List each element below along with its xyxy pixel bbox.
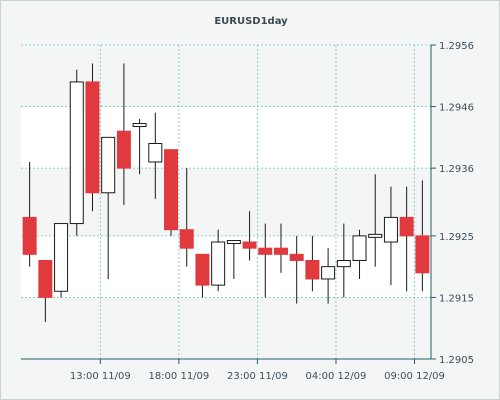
candle-body-down <box>179 229 194 249</box>
candle <box>226 240 241 279</box>
candle <box>54 223 69 298</box>
candle-body-up <box>352 235 367 261</box>
candle-body-down <box>22 216 37 255</box>
candle <box>148 112 163 199</box>
candle <box>195 253 210 298</box>
candle <box>211 229 226 292</box>
candle <box>242 211 257 261</box>
candle-body-down <box>38 259 53 298</box>
candle <box>258 223 273 298</box>
candle-body-down <box>258 247 273 255</box>
x-tick-label: 13:00 11/09 <box>70 371 131 382</box>
candle <box>101 136 116 279</box>
background-bands <box>21 45 431 359</box>
candle-body-up <box>226 240 241 245</box>
candle-body-up <box>211 241 226 286</box>
candle <box>368 174 383 267</box>
plot-band <box>21 235 431 298</box>
candle-body-up <box>383 216 398 243</box>
candle <box>164 149 179 236</box>
candle <box>22 161 37 267</box>
candle <box>179 168 194 267</box>
axes <box>21 44 436 364</box>
candle <box>132 118 147 175</box>
candle <box>85 63 100 212</box>
x-axis-labels: 13:00 11/09 18:00 11/09 23:00 11/09 04:00 1… <box>70 371 445 382</box>
candle-body-down <box>415 235 430 274</box>
candle-body-down <box>399 216 414 237</box>
candle <box>305 235 320 292</box>
candle <box>399 186 414 292</box>
candle-body-down <box>305 259 320 280</box>
y-tick-label: 1.2946 <box>439 103 474 114</box>
candle <box>415 180 430 292</box>
candle-body-up <box>69 81 84 225</box>
candle-body-up <box>54 223 69 292</box>
chart-title: EURUSD1day <box>214 16 288 27</box>
candle-body-down <box>116 130 131 169</box>
candle <box>352 229 367 279</box>
candle <box>289 235 304 304</box>
candle <box>69 69 84 236</box>
candle-body-down <box>289 253 304 261</box>
y-tick-label: 1.2915 <box>439 293 474 304</box>
candle-body-down <box>273 247 288 255</box>
candle <box>38 259 53 323</box>
candle-body-up <box>101 136 116 194</box>
candle-body-up <box>368 233 383 238</box>
candles <box>22 63 430 323</box>
candle-body-down <box>164 149 179 231</box>
y-tick-label: 1.2905 <box>439 355 474 366</box>
candle <box>336 223 351 298</box>
candle <box>321 248 336 304</box>
y-tick-label: 1.2956 <box>439 41 474 52</box>
candle-body-up <box>132 123 147 128</box>
candle-body-down <box>85 81 100 194</box>
y-tick-label: 1.2925 <box>439 232 474 243</box>
x-tick-label: 04:00 12/09 <box>306 371 367 382</box>
candle <box>383 186 398 286</box>
y-tick-label: 1.2936 <box>439 164 474 175</box>
candle <box>273 223 288 273</box>
candle-body-up <box>336 259 351 268</box>
x-tick-label: 09:00 12/09 <box>384 371 445 382</box>
candle-body-up <box>148 143 163 163</box>
candle-body-down <box>242 241 257 249</box>
candle-body-up <box>321 266 336 280</box>
x-tick-label: 23:00 11/09 <box>227 371 288 382</box>
y-axis-labels: 1.2956 1.2946 1.2936 1.2925 1.2915 1.2905 <box>439 41 474 366</box>
candle <box>116 63 131 206</box>
candle-body-down <box>195 253 210 286</box>
x-tick-label: 18:00 11/09 <box>148 371 209 382</box>
